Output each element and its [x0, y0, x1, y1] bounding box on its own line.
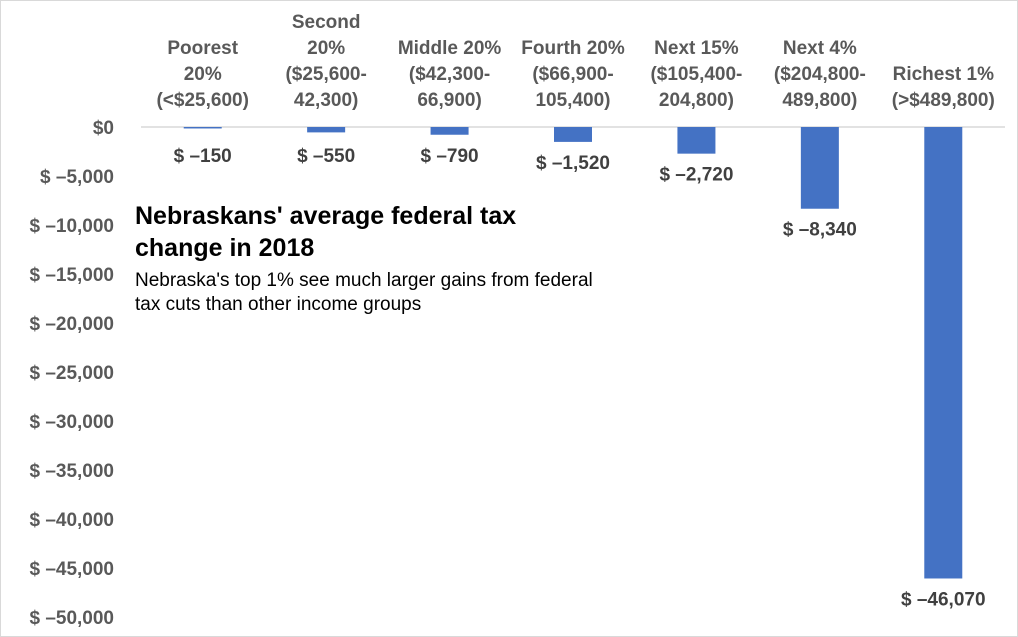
y-tick-label: $ –35,000 [29, 461, 114, 482]
bar [307, 127, 346, 133]
data-label: $ –550 [297, 146, 355, 167]
y-tick-label: $ –15,000 [29, 265, 114, 286]
category-label: Middle 20% ($42,300-66,900) [398, 38, 502, 111]
category-label: Next 15% ($105,400-204,800) [650, 38, 742, 111]
bars [183, 127, 963, 579]
bar [183, 127, 222, 129]
category-label: Second 20% ($25,600-42,300) [285, 12, 366, 111]
y-tick-label: $ –25,000 [29, 363, 114, 384]
chart-subtitle-line: tax cuts than other income groups [135, 294, 421, 315]
bar [677, 127, 716, 154]
chart-subtitle: Nebraska's top 1% see much larger gains … [135, 270, 593, 315]
bar [800, 127, 839, 209]
y-tick-label: $0 [93, 118, 114, 139]
chart-subtitle-line: Nebraska's top 1% see much larger gains … [135, 270, 593, 291]
chart-title-line: change in 2018 [135, 234, 314, 262]
bar [924, 127, 963, 579]
y-tick-label: $ –5,000 [40, 167, 114, 188]
y-tick-label: $ –50,000 [29, 608, 114, 629]
category-label: Fourth 20% ($66,900-105,400) [521, 38, 625, 111]
category-labels: Poorest 20% (<$25,600) Second 20% ($25,600-42… [156, 12, 994, 111]
y-tick-label: $ –40,000 [29, 510, 114, 531]
chart-title-line: Nebraskans' average federal tax [135, 202, 516, 230]
data-label: $ –46,070 [901, 589, 986, 610]
data-label: $ –150 [174, 146, 232, 167]
y-tick-label: $ –30,000 [29, 412, 114, 433]
chart-title: Nebraskans' average federal tax change in… [135, 202, 516, 262]
y-tick-label: $ –45,000 [29, 559, 114, 580]
category-label: Next 4% ($204,800-489,800) [774, 38, 866, 111]
category-label: Poorest 20% (<$25,600) [156, 38, 248, 111]
y-tick-label: $ –10,000 [29, 216, 114, 237]
category-label: Richest 1% (>$489,800) [892, 64, 995, 111]
data-label: $ –1,520 [536, 153, 610, 174]
data-label: $ –8,340 [783, 220, 857, 241]
bar [554, 127, 592, 142]
data-label: $ –790 [421, 146, 479, 167]
data-labels: $ –150 $ –550 $ –790 $ –1,520 $ –2,720 $ –8,3… [174, 146, 986, 610]
bar [430, 127, 469, 135]
y-tick-label: $ –20,000 [29, 314, 114, 335]
data-label: $ –2,720 [659, 165, 733, 186]
y-axis-tick-labels: $0 $ –5,000 $ –10,000 $ –15,000 $ –20,000 $ –… [29, 118, 114, 629]
